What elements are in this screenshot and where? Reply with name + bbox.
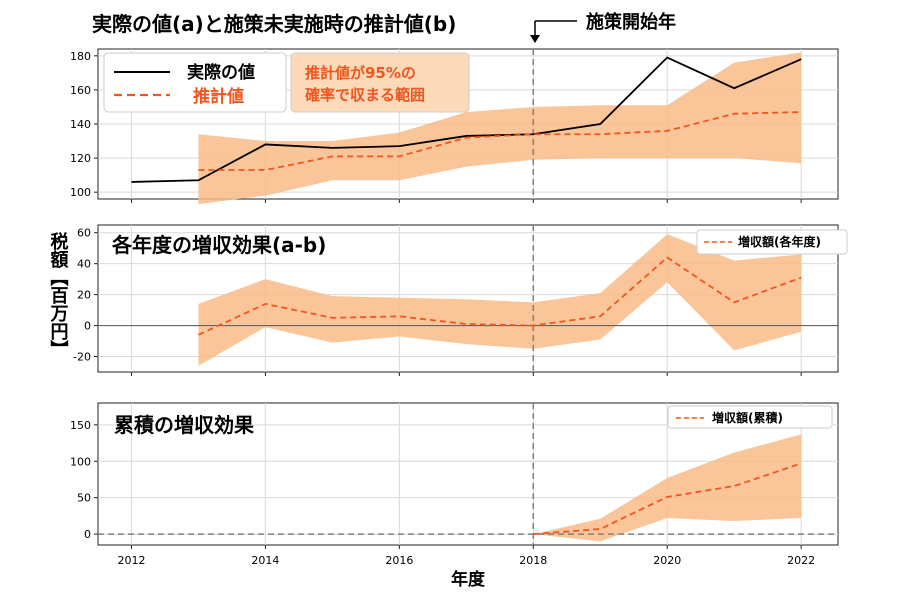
x-tick-label-2018: 2018 (519, 554, 547, 567)
panel-1-ytick-label-180: 180 (70, 50, 91, 63)
panel-3-ytick-label-100: 100 (70, 455, 91, 468)
panel-3-ytick-label-0: 0 (84, 528, 91, 541)
panel-2-confidence-band (198, 234, 802, 366)
x-tick-label-2022: 2022 (787, 554, 815, 567)
legend-1-band-label: 推計値が95%の 確率で収まる範囲 (304, 64, 425, 104)
panel-1-series-actual-line (131, 56, 802, 183)
x-tick-label-2012: 2012 (117, 554, 145, 567)
panel-3-confidence-band (533, 434, 802, 542)
panel-1-ytick-label-140: 140 (70, 118, 91, 131)
legend-panel-1: 実際の値 推計値 推計値が95%の 確率で収まる範囲 (103, 52, 470, 113)
legend-1-actual-label: 実際の値 (187, 62, 255, 83)
x-tick-label-2020: 2020 (653, 554, 681, 567)
panel-1-ytick-label-120: 120 (70, 152, 91, 165)
legend-2-box (696, 229, 848, 255)
policy-arrowhead-icon (530, 35, 540, 43)
legend-1-box (103, 52, 287, 113)
legend-2-label: 増収額(各年度) (738, 234, 821, 249)
panel-1-ytick-label-160: 160 (70, 84, 91, 97)
legend-1-band-line-2: 確率で収まる範囲 (304, 86, 425, 104)
panel-2-ytick-label-60: 60 (77, 227, 91, 240)
legend-3-box (667, 405, 833, 429)
panel-2-title: 各年度の増収効果(a-b) (111, 233, 326, 257)
y-axis-label: 税額【百万円】 (48, 231, 70, 358)
x-tick-label-2014: 2014 (251, 554, 279, 567)
panel-3-frame (97, 402, 839, 546)
policy-annotation: 施策開始年 (530, 11, 676, 43)
x-axis-label: 年度 (451, 569, 486, 590)
panel-2-ytick-label--20: -20 (73, 351, 91, 364)
legend-panel-2: 増収額(各年度) (696, 229, 848, 255)
legend-panel-3: 増収額(累積) (667, 405, 833, 429)
legend-1-band-line-1: 推計値が95%の (305, 64, 416, 82)
panel-1-series-estimate-line (198, 111, 802, 171)
panel-3-series-estimate-line (533, 462, 802, 535)
panel-2-frame (97, 224, 839, 373)
x-tick-label-2016: 2016 (385, 554, 413, 567)
panel-2-ytick-label-20: 20 (77, 289, 91, 302)
panel-2-series-estimate-line (198, 256, 802, 336)
panel-1-ytick-label-100: 100 (70, 186, 91, 199)
panel-2-ytick-label-0: 0 (84, 320, 91, 333)
panel-3-ytick-label-150: 150 (70, 419, 91, 432)
panel-1-confidence-band (198, 52, 802, 205)
legend-1-band-box (290, 52, 470, 113)
legend-1-estimate-label: 推計値 (193, 86, 244, 107)
policy-label: 施策開始年 (586, 11, 676, 33)
panel-2-ytick-label-40: 40 (77, 258, 91, 271)
legend-3-label: 増収額(累積) (712, 410, 783, 425)
panel-1-title: 実際の値(a)と施策未実施時の推計値(b) (92, 12, 456, 36)
panel-3-title: 累積の増収効果 (114, 413, 254, 437)
panel-3-ytick-label-50: 50 (77, 492, 91, 505)
